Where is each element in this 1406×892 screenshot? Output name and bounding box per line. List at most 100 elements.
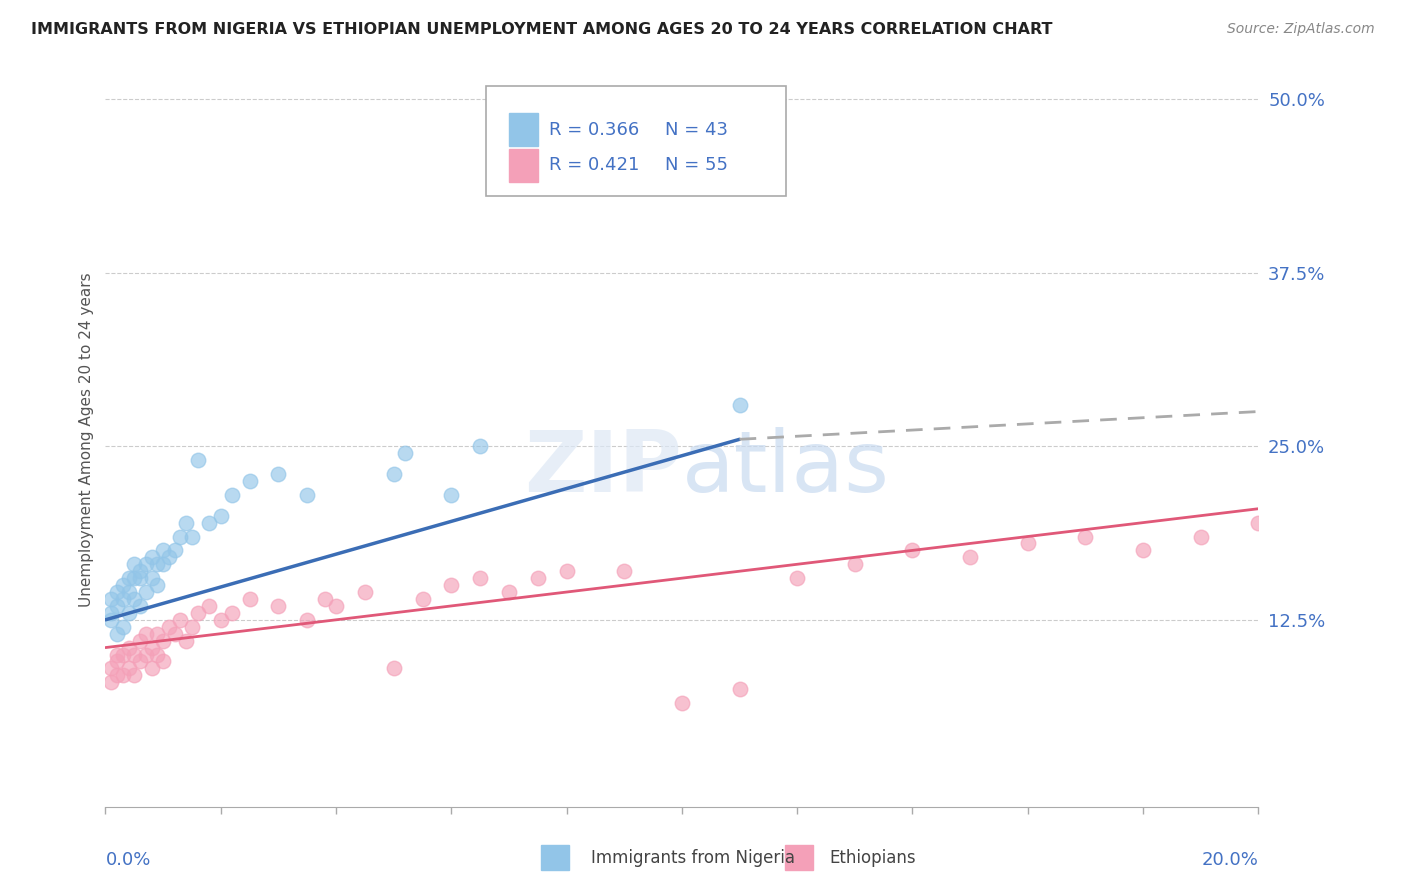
Point: [198, 599, 221, 613]
Point: [239, 592, 262, 607]
Point: [498, 585, 520, 599]
Point: [221, 488, 243, 502]
Point: [117, 661, 139, 675]
Point: [152, 543, 174, 558]
Text: atlas: atlas: [682, 427, 890, 510]
Point: [141, 640, 163, 655]
Point: [117, 585, 139, 599]
Point: [394, 446, 416, 460]
Point: [129, 571, 152, 585]
Point: [267, 599, 290, 613]
Point: [470, 439, 492, 453]
Point: [129, 633, 152, 648]
Text: Immigrants from Nigeria: Immigrants from Nigeria: [591, 849, 794, 867]
Point: [1189, 529, 1212, 543]
Point: [124, 668, 146, 682]
Point: [555, 564, 578, 578]
Point: [728, 398, 751, 412]
Point: [157, 550, 180, 565]
Point: [1247, 516, 1270, 530]
Point: [187, 606, 209, 620]
Point: [411, 592, 433, 607]
Point: [314, 592, 336, 607]
Point: [174, 633, 197, 648]
Point: [1074, 529, 1097, 543]
Point: [728, 682, 751, 697]
Point: [111, 578, 134, 592]
Point: [174, 516, 197, 530]
Point: [169, 529, 191, 543]
Point: [135, 648, 157, 662]
Point: [1132, 543, 1154, 558]
Point: [169, 613, 191, 627]
Point: [354, 585, 377, 599]
Text: ZIP: ZIP: [524, 427, 682, 510]
Point: [124, 558, 146, 572]
Point: [105, 655, 128, 669]
Point: [382, 661, 405, 675]
Point: [325, 599, 347, 613]
Text: Source: ZipAtlas.com: Source: ZipAtlas.com: [1227, 22, 1375, 37]
Point: [440, 578, 463, 592]
Point: [100, 661, 122, 675]
Point: [141, 571, 163, 585]
Point: [105, 585, 128, 599]
Point: [209, 613, 232, 627]
Point: [105, 648, 128, 662]
Point: [117, 640, 139, 655]
Point: [100, 592, 122, 607]
Text: Ethiopians: Ethiopians: [830, 849, 917, 867]
Point: [105, 668, 128, 682]
Point: [146, 558, 169, 572]
Point: [105, 599, 128, 613]
Text: 20.0%: 20.0%: [1202, 851, 1258, 870]
Point: [297, 613, 319, 627]
Point: [111, 620, 134, 634]
Point: [163, 543, 186, 558]
Text: N = 43: N = 43: [665, 120, 728, 139]
Point: [117, 606, 139, 620]
Point: [124, 571, 146, 585]
Point: [135, 558, 157, 572]
Point: [117, 571, 139, 585]
Point: [146, 626, 169, 640]
Bar: [541, 845, 569, 870]
Point: [124, 648, 146, 662]
Point: [100, 613, 122, 627]
Point: [959, 550, 981, 565]
Point: [129, 655, 152, 669]
Text: IMMIGRANTS FROM NIGERIA VS ETHIOPIAN UNEMPLOYMENT AMONG AGES 20 TO 24 YEARS CORR: IMMIGRANTS FROM NIGERIA VS ETHIOPIAN UNE…: [31, 22, 1053, 37]
Point: [152, 633, 174, 648]
Point: [613, 564, 636, 578]
Point: [152, 655, 174, 669]
Point: [209, 508, 232, 523]
Point: [135, 585, 157, 599]
Point: [157, 620, 180, 634]
Point: [105, 626, 128, 640]
Text: R = 0.421: R = 0.421: [550, 156, 640, 174]
FancyBboxPatch shape: [486, 87, 786, 196]
Point: [901, 543, 924, 558]
Point: [152, 558, 174, 572]
Point: [198, 516, 221, 530]
Point: [111, 648, 134, 662]
Point: [135, 626, 157, 640]
Point: [382, 467, 405, 481]
Point: [163, 626, 186, 640]
Text: N = 55: N = 55: [665, 156, 728, 174]
Point: [1017, 536, 1039, 550]
Point: [470, 571, 492, 585]
Point: [146, 578, 169, 592]
Point: [100, 675, 122, 690]
Bar: [509, 113, 538, 146]
Point: [844, 558, 866, 572]
Point: [146, 648, 169, 662]
Point: [267, 467, 290, 481]
Point: [100, 606, 122, 620]
Point: [124, 592, 146, 607]
Point: [141, 550, 163, 565]
Point: [111, 592, 134, 607]
Text: R = 0.366: R = 0.366: [550, 120, 640, 139]
Point: [786, 571, 808, 585]
Point: [440, 488, 463, 502]
